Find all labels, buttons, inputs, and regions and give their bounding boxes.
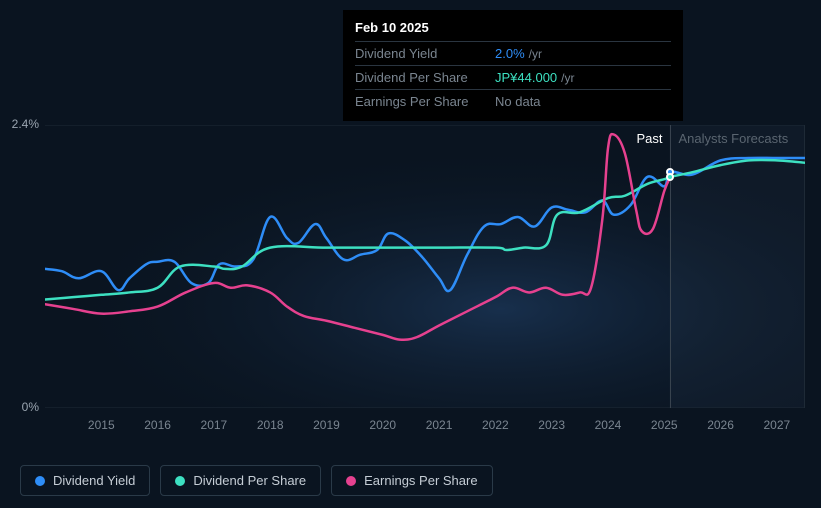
x-tick-label: 2016 [144, 418, 171, 432]
tooltip-metric-label: Dividend Per Share [355, 70, 495, 85]
series-marker [666, 173, 674, 181]
legend-swatch-icon [35, 476, 45, 486]
plot-area[interactable] [45, 125, 805, 408]
legend-item-earnings_per_share[interactable]: Earnings Per Share [331, 465, 492, 496]
chart-legend: Dividend Yield Dividend Per Share Earnings… [20, 465, 493, 496]
tooltip-metric-unit: /yr [561, 71, 574, 85]
chart-tooltip: Feb 10 2025Dividend Yield2.0%/yrDividend… [343, 10, 683, 121]
y-tick-label: 0% [0, 400, 39, 414]
legend-label: Dividend Yield [53, 473, 135, 488]
x-tick-label: 2026 [707, 418, 734, 432]
x-tick-label: 2022 [482, 418, 509, 432]
tooltip-row: Dividend Yield2.0% /yr [355, 41, 671, 65]
legend-swatch-icon [175, 476, 185, 486]
tooltip-metric-value: JP¥44.000 [495, 70, 557, 85]
x-tick-label: 2025 [651, 418, 678, 432]
tooltip-metric-value: No data [495, 94, 541, 109]
x-tick-label: 2021 [426, 418, 453, 432]
tooltip-metric-value: 2.0% [495, 46, 525, 61]
x-tick-label: 2018 [257, 418, 284, 432]
x-tick-label: 2015 [88, 418, 115, 432]
x-tick-label: 2023 [538, 418, 565, 432]
tooltip-metric-unit: /yr [529, 47, 542, 61]
tooltip-date: Feb 10 2025 [355, 20, 671, 41]
tooltip-metric-label: Earnings Per Share [355, 94, 495, 109]
y-tick-label: 2.4% [0, 117, 39, 131]
legend-label: Dividend Per Share [193, 473, 306, 488]
x-tick-label: 2024 [595, 418, 622, 432]
x-tick-label: 2027 [763, 418, 790, 432]
legend-item-dividend_yield[interactable]: Dividend Yield [20, 465, 150, 496]
tooltip-row: Earnings Per ShareNo data [355, 89, 671, 113]
region-label-past: Past [636, 131, 662, 146]
legend-label: Earnings Per Share [364, 473, 477, 488]
tooltip-row: Dividend Per ShareJP¥44.000/yr [355, 65, 671, 89]
x-tick-label: 2017 [201, 418, 228, 432]
dividend-chart: Feb 10 2025Dividend Yield2.0%/yrDividend… [0, 0, 821, 508]
x-tick-label: 2020 [369, 418, 396, 432]
legend-swatch-icon [346, 476, 356, 486]
x-tick-label: 2019 [313, 418, 340, 432]
legend-item-dividend_per_share[interactable]: Dividend Per Share [160, 465, 321, 496]
tooltip-metric-label: Dividend Yield [355, 46, 495, 61]
region-label-forecast: Analysts Forecasts [678, 131, 788, 146]
